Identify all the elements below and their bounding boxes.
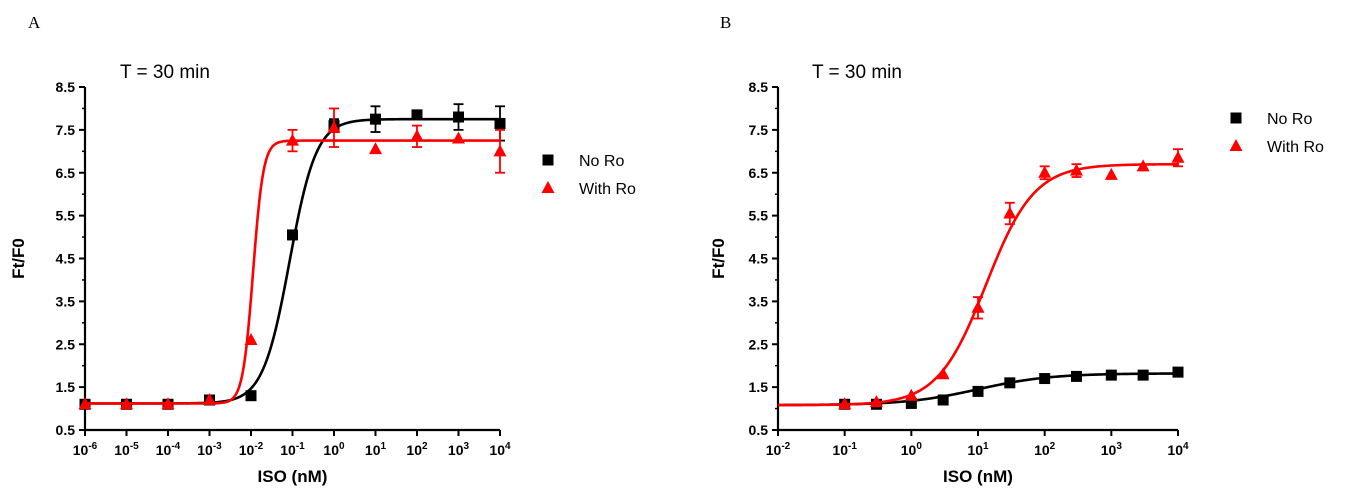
y-tick-label: 4.5 [56, 251, 76, 267]
data-point [905, 397, 917, 409]
panel-label: B [720, 13, 731, 32]
x-tick-label: 10-1 [832, 441, 857, 458]
data-point [1137, 369, 1149, 381]
y-tick-label: 6.5 [56, 165, 76, 181]
data-point [1004, 377, 1016, 389]
data-point [453, 111, 464, 123]
y-tick-label: 3.5 [749, 293, 769, 309]
x-tick-label: 100 [901, 441, 923, 458]
data-point [287, 229, 298, 241]
fit-curve [85, 139, 500, 405]
y-tick-label: 8.5 [56, 79, 76, 95]
data-point [203, 392, 216, 405]
x-tick-label: 10-2 [239, 441, 264, 458]
y-tick-label: 1.5 [56, 379, 76, 395]
y-tick-label: 5.5 [749, 208, 769, 224]
y-tick-label: 1.5 [749, 379, 769, 395]
data-point [369, 142, 382, 155]
y-axis-label: Ft/F0 [709, 238, 728, 279]
data-point [327, 120, 341, 133]
x-tick-label: 101 [365, 441, 387, 458]
y-axis-label: Ft/F0 [9, 238, 28, 279]
data-point [245, 390, 257, 402]
y-tick-label: 2.5 [749, 336, 769, 352]
data-point [244, 332, 258, 345]
panel-label: A [28, 13, 41, 32]
data-point [971, 300, 985, 313]
data-point [1038, 165, 1052, 178]
data-point [493, 144, 507, 157]
fit-curve [778, 162, 1178, 407]
data-point [411, 109, 423, 121]
x-tick-label: 101 [967, 441, 989, 458]
data-point [161, 397, 175, 410]
legend-label: With Ro [1267, 139, 1324, 156]
y-tick-label: 7.5 [56, 122, 76, 138]
y-tick-label: 2.5 [56, 336, 76, 352]
panel-b: B T = 30 min 0.5 1.5 2.5 3.5 4.5 5.5 6.5 7.5 8.5 10… [709, 13, 1324, 486]
data-point [286, 133, 299, 146]
data-point [1069, 163, 1083, 176]
x-tick-label: 102 [406, 441, 428, 458]
data-point [1003, 206, 1017, 219]
data-point [1171, 150, 1185, 163]
y-tick-label: 6.5 [749, 165, 769, 181]
y-tick-label: 4.5 [749, 251, 769, 267]
legend-marker [542, 154, 554, 166]
x-tick-label: 10-6 [73, 441, 98, 458]
y-tick-label: 0.5 [749, 422, 769, 438]
data-point [1104, 167, 1118, 180]
legend-marker [1229, 139, 1243, 151]
data-point [904, 388, 918, 401]
data-point [1136, 159, 1150, 172]
y-tick-label: 3.5 [56, 293, 76, 309]
x-tick-label: 10-4 [156, 441, 181, 458]
x-tick-label: 10-2 [766, 441, 791, 458]
data-point [1070, 370, 1082, 382]
y-tick-label: 5.5 [56, 208, 76, 224]
data-point [452, 131, 465, 144]
x-tick-label: 10-5 [114, 441, 139, 458]
data-point [78, 397, 92, 410]
legend-marker [541, 181, 555, 193]
x-tick-label: 104 [489, 441, 511, 458]
fit-curve [85, 117, 500, 405]
x-tick-label: 10-3 [197, 441, 222, 458]
chart-title: T = 30 min [812, 62, 902, 83]
data-point [1039, 373, 1051, 385]
data-point [972, 385, 984, 397]
panel-a: A T = 30 min 0.5 1.5 2.5 3.5 4.5 5.5 6.5 7.5 8.5 10… [9, 13, 636, 486]
data-point [937, 394, 949, 406]
legend-marker [1230, 112, 1242, 124]
data-point [1105, 369, 1117, 381]
x-axis-label: ISO (nM) [943, 467, 1013, 486]
data-point [370, 113, 381, 125]
x-tick-label: 103 [448, 441, 470, 458]
x-tick-label: 102 [1034, 441, 1056, 458]
data-point [838, 397, 852, 410]
y-tick-label: 7.5 [749, 122, 769, 138]
data-point [494, 117, 506, 129]
data-point [936, 367, 950, 380]
data-point [120, 397, 133, 410]
y-tick-label: 0.5 [56, 422, 76, 438]
legend-label: With Ro [579, 181, 636, 198]
chart-title: T = 30 min [120, 62, 210, 83]
x-tick-label: 10-1 [280, 441, 305, 458]
x-tick-label: 103 [1101, 441, 1123, 458]
data-point [869, 395, 883, 408]
legend-label: No Ro [579, 153, 624, 170]
legend-label: No Ro [1267, 111, 1312, 128]
x-tick-label: 104 [1167, 441, 1189, 458]
data-point [1172, 366, 1184, 378]
series-with-ro [778, 148, 1185, 410]
data-point [410, 129, 424, 142]
series-with-ro [78, 107, 507, 410]
x-tick-label: 100 [323, 441, 345, 458]
y-tick-label: 8.5 [749, 79, 769, 95]
x-axis-label: ISO (nM) [258, 467, 328, 486]
